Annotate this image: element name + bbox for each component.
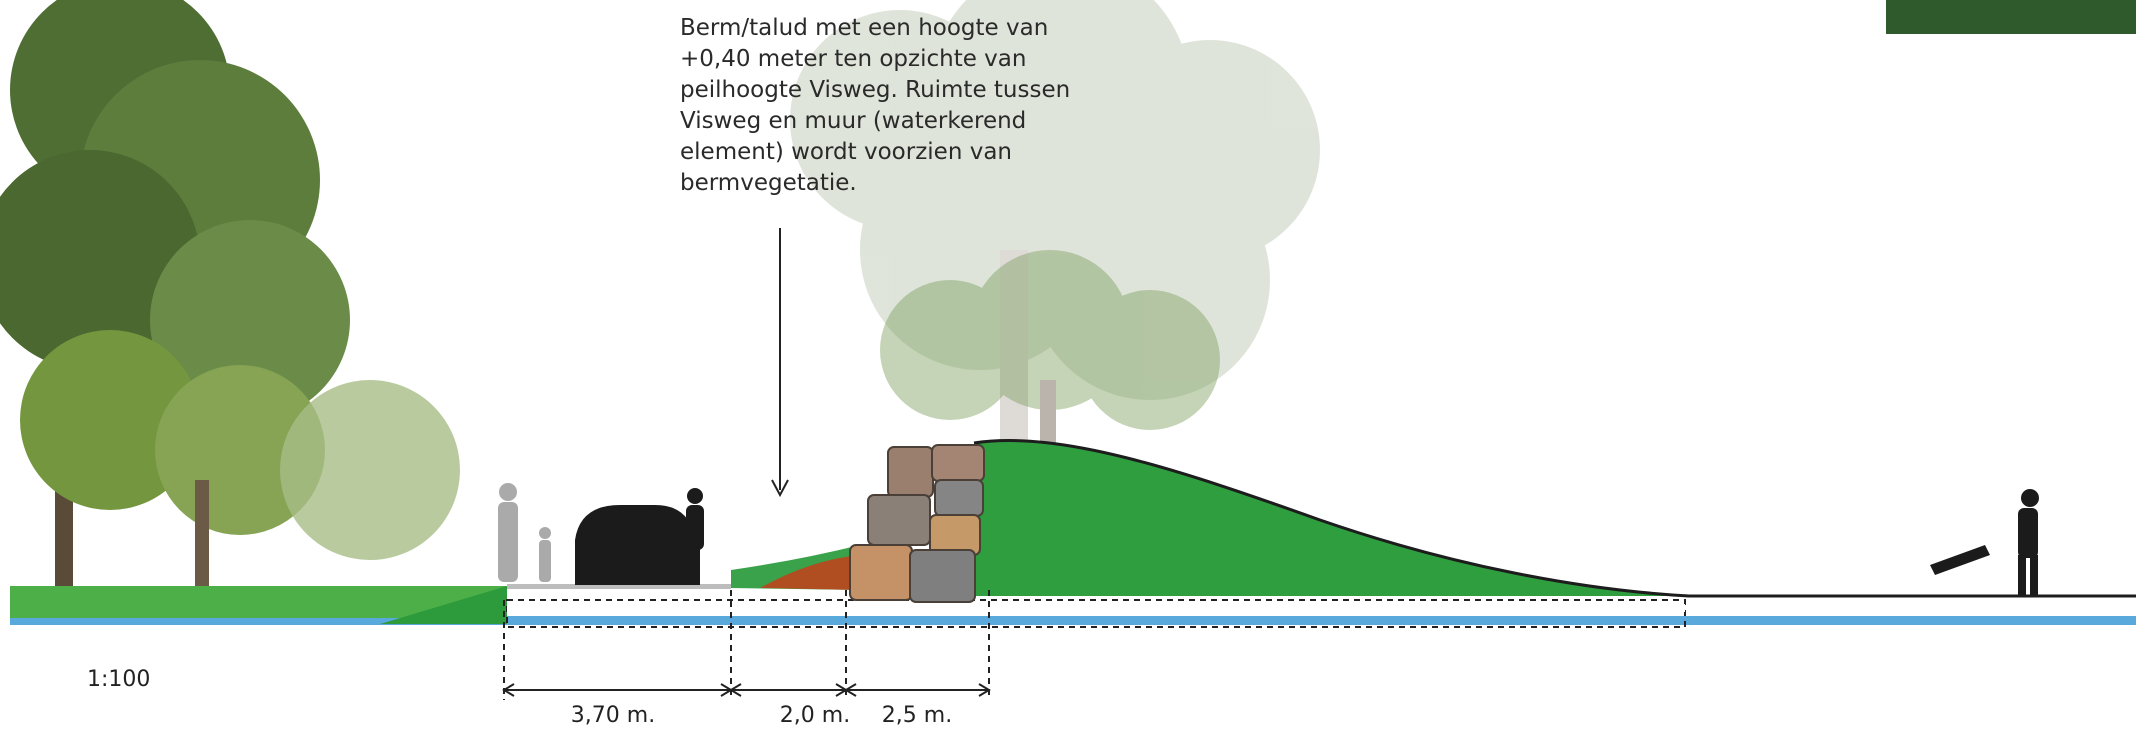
page: {"annotation": {"lines": ["Berm/talud me… <box>0 0 2136 729</box>
car <box>575 505 695 585</box>
scale-label: 1:100 <box>87 667 150 692</box>
left-trees <box>0 0 460 600</box>
annotation-line: Berm/talud met een hoogte van <box>680 15 1048 41</box>
annotation-line: +0,40 meter ten opzichte van <box>680 46 1026 72</box>
annotation-line: peilhoogte Visweg. Ruimte tussen <box>680 77 1070 103</box>
dimension-label: 3,70 m. <box>571 703 655 728</box>
annotation-line: element) wordt voorzien van <box>680 139 1012 165</box>
dike <box>974 441 1689 596</box>
pedestrians <box>498 483 551 582</box>
road-base <box>507 604 1685 612</box>
dimension-label: 2,0 m. <box>780 703 850 728</box>
dimension-label: 2,5 m. <box>882 703 952 728</box>
cross-section: Berm/talud met een hoogte van +0,40 mete… <box>0 0 2136 729</box>
walker <box>1930 489 2039 595</box>
annotation-line: bermvegetatie. <box>680 170 857 196</box>
annotation-line: Visweg en muur (waterkerend <box>680 108 1026 134</box>
thumbnail <box>1886 0 2136 34</box>
wall <box>850 445 984 602</box>
